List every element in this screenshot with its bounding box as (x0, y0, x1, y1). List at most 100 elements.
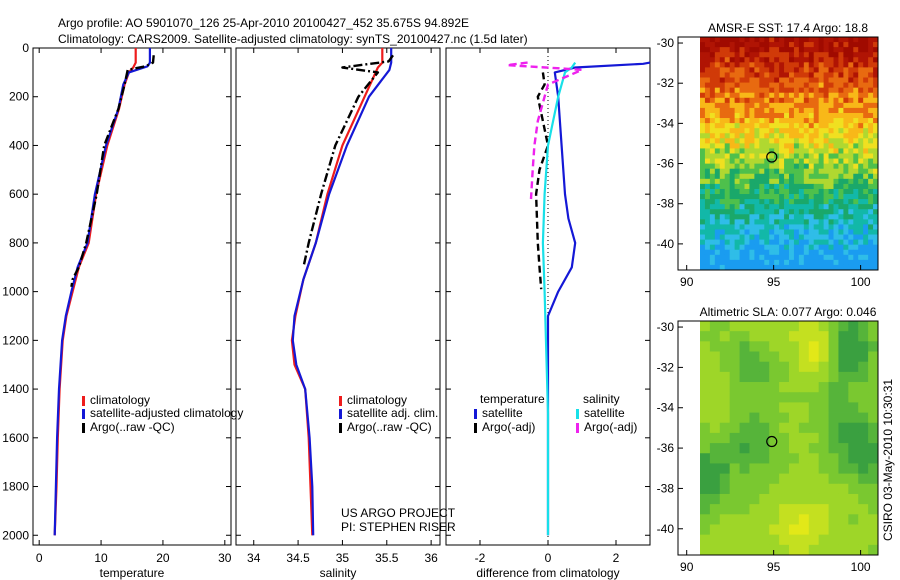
heatmap-cell (808, 514, 820, 525)
heatmap-cell (789, 544, 800, 556)
heatmap-cell (858, 463, 869, 474)
heatmap-cell (848, 37, 854, 43)
heatmap-cell (774, 138, 780, 144)
heatmap-cell (754, 112, 760, 119)
heatmap-cell (798, 62, 805, 68)
heatmap-cell (813, 112, 820, 119)
heatmap-cell (818, 158, 825, 165)
heatmap-cell (808, 77, 815, 83)
heatmap-cell (863, 153, 869, 159)
heatmap-cell (704, 133, 711, 139)
difference-legend-swatch (576, 409, 579, 419)
heatmap-cell (823, 153, 829, 159)
heatmap-cell (724, 219, 731, 225)
heatmap-cell (828, 514, 839, 525)
difference-series-1 (534, 72, 550, 290)
heatmap-cell (779, 234, 785, 241)
heatmap-cell (868, 254, 874, 261)
heatmap-cell (808, 148, 815, 154)
heatmap-cell (798, 361, 810, 373)
heatmap-cell (813, 57, 820, 63)
heatmap-cell (784, 209, 790, 215)
heatmap-cell (774, 224, 780, 230)
heatmap-cell (774, 57, 780, 63)
heatmap-cell (838, 534, 849, 546)
heatmap-cell (784, 219, 790, 225)
heatmap-cell (828, 224, 834, 230)
heatmap-cell (803, 92, 810, 99)
heatmap-cell (759, 361, 770, 373)
heatmap-cell (734, 148, 740, 154)
difference-xlabel: difference from climatology (476, 566, 619, 580)
heatmap-cell (774, 118, 780, 124)
heatmap-cell (858, 199, 864, 205)
heatmap-cell (848, 163, 854, 170)
heatmap-cell (828, 42, 834, 48)
heatmap-cell (734, 77, 740, 83)
heatmap-cell (823, 138, 829, 144)
heatmap-cell (754, 47, 760, 53)
heatmap-cell (759, 351, 770, 363)
heatmap-cell (719, 422, 731, 434)
heatmap-cell (700, 239, 706, 246)
heatmap-cell (843, 244, 849, 251)
heatmap-cell (709, 143, 716, 149)
heatmap-cell (719, 524, 731, 536)
heatmap-cell (764, 77, 770, 83)
heatmap-cell (848, 148, 854, 154)
heatmap-cell (714, 37, 721, 43)
heatmap-cell (808, 534, 820, 546)
heatmap-cell (793, 77, 800, 83)
heatmap-cell (798, 392, 810, 403)
heatmap-cell (833, 158, 839, 165)
heatmap-cell (789, 77, 795, 83)
heatmap-cell (729, 463, 740, 474)
heatmap-cell (798, 493, 810, 505)
depth-tick-label: 800 (9, 236, 29, 250)
heatmap-cell (759, 544, 770, 556)
heatmap-cell (813, 148, 820, 154)
heatmap-cell (803, 87, 810, 94)
heatmap-cell (789, 219, 795, 225)
heatmap-cell (769, 249, 775, 256)
heatmap-cell (833, 62, 839, 68)
heatmap-cell (700, 148, 706, 154)
heatmap-cell (719, 371, 731, 383)
heatmap-cell (764, 254, 770, 261)
heatmap-cell (754, 183, 760, 190)
heatmap-cell (739, 544, 750, 556)
heatmap-cell (729, 92, 736, 99)
heatmap-cell (719, 82, 726, 89)
heatmap-cell (719, 259, 726, 266)
heatmap-cell (749, 47, 755, 53)
heatmap-cell (754, 239, 760, 246)
heatmap-cell (803, 259, 810, 266)
heatmap-cell (759, 229, 765, 235)
heatmap-cell (818, 37, 825, 43)
depth-tick-label: 1800 (2, 480, 29, 494)
heatmap-cell (769, 123, 775, 129)
heatmap-cell (709, 92, 716, 99)
heatmap-cell (774, 62, 780, 68)
heatmap-cell (700, 168, 706, 175)
heatmap-cell (793, 92, 800, 99)
heatmap-cell (873, 87, 879, 94)
heatmap-cell (838, 168, 844, 175)
heatmap-cell (739, 138, 745, 144)
heatmap-cell (729, 118, 736, 124)
heatmap-cell (828, 229, 834, 235)
heatmap-cell (818, 402, 829, 413)
heatmap-cell (843, 77, 849, 83)
heatmap-cell (813, 107, 820, 114)
temperature-series-2 (70, 55, 155, 287)
heatmap-cell (749, 209, 755, 215)
heatmap-cell (764, 102, 770, 109)
heatmap-cell (868, 199, 874, 205)
heatmap-cell (798, 102, 805, 109)
heatmap-cell (729, 102, 736, 109)
heatmap-cell (729, 402, 740, 413)
heatmap-cell (838, 97, 844, 104)
heatmap-cell (868, 504, 879, 515)
heatmap-cell (843, 229, 849, 235)
heatmap-cell (798, 107, 805, 114)
